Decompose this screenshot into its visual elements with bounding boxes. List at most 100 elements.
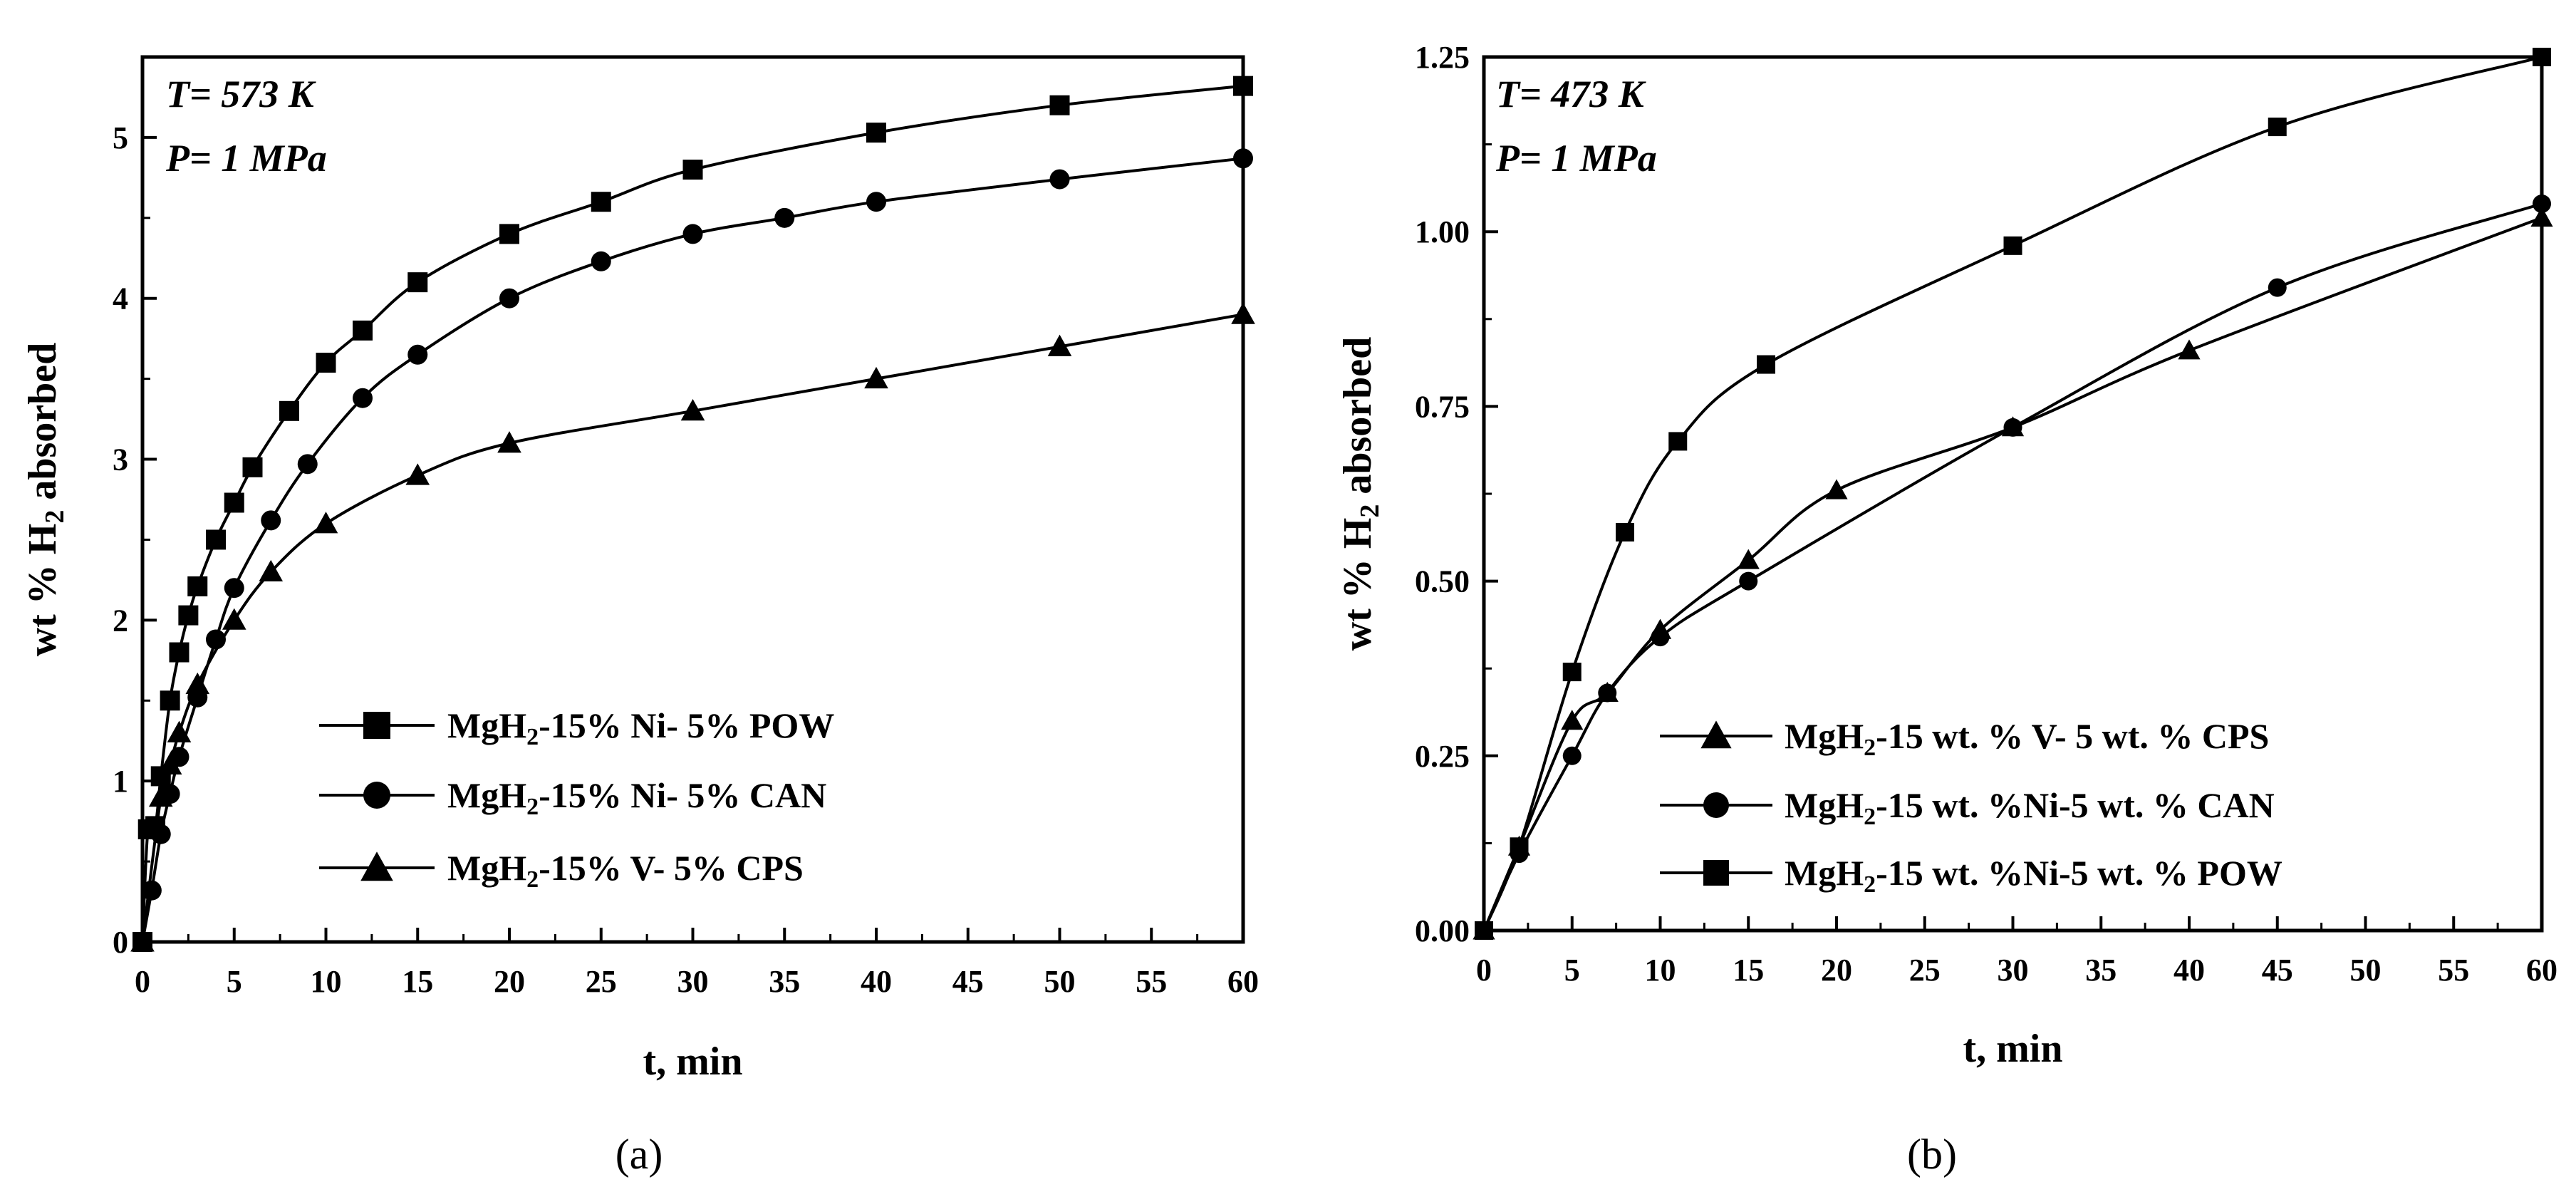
x-tick-label: 60 [2526,953,2557,988]
y-tick-label: 1 [113,764,128,799]
data-point-circle [499,288,519,309]
legend-label-suffix: -15% Ni- 5% CAN [539,775,826,815]
x-tick-label: 45 [952,964,984,999]
data-point-circle [591,251,611,271]
legend-label: MgH2-15 wt. %Ni-5 wt. % CAN [1785,785,2275,830]
data-point-square [169,642,189,663]
x-tick-label: 60 [1227,964,1259,999]
pressure-label: P= 1 MPa [1495,137,1657,180]
data-point-circle [206,629,226,650]
y-tick-label: 2 [113,603,128,638]
data-point-circle [2533,194,2551,213]
x-tick-label: 0 [1476,953,1492,988]
x-tick-label: 0 [135,964,150,999]
legend-label-subscript: 2 [1864,871,1876,898]
series-line [141,313,1244,943]
x-tick-label: 5 [1564,953,1580,988]
x-tick-label: 40 [2174,953,2205,988]
y-axis-title-subscript: 2 [40,510,70,524]
data-point-square [206,529,226,550]
x-tick-label: 30 [677,964,709,999]
x-tick-label: 15 [402,964,433,999]
data-point-square [178,605,199,626]
data-point-circle [1739,571,1758,591]
legend-label-subscript: 2 [1864,804,1876,830]
data-point-circle [682,224,703,244]
legend-entry: MgH2-15 wt. %Ni-5 wt. % POW [1660,853,2282,898]
data-point-triangle [185,672,210,695]
data-point-square [1562,663,1582,682]
data-point-circle [774,207,795,228]
x-tick-label: 55 [2438,953,2469,988]
y-tick-label: 0 [113,925,128,960]
legend-entry: MgH2-15% V- 5% CPS [319,848,804,893]
series-line [141,84,1244,943]
series-square [1475,48,2551,940]
legend-label: MgH2-15% Ni- 5% CAN [447,775,826,820]
data-point-square [279,400,299,421]
data-point-circle [141,880,162,901]
x-tick-label: 10 [1645,953,1676,988]
data-point-triangle [1825,479,1848,499]
legend-label: MgH2-15% Ni- 5% POW [447,705,834,750]
data-point-circle [2268,278,2287,297]
x-tick-label: 50 [1044,964,1076,999]
legend-label-text: MgH [447,775,526,815]
y-axis-title-suffix: absorbed [1336,337,1380,504]
legend-label: MgH2-15% V- 5% CPS [447,848,804,893]
data-point-triangle [148,784,173,807]
y-axis-title-text: wt % H [21,524,65,657]
x-tick-label: 10 [311,964,342,999]
data-point-triangle [2530,206,2553,227]
legend-label-suffix: -15% V- 5% CPS [539,848,804,888]
data-point-circle [353,388,373,408]
y-axis-title: wt % H2 absorbed [21,343,70,657]
legend-label-suffix: -15% Ni- 5% POW [539,705,834,745]
legend-label-text: MgH [1785,853,1864,893]
y-tick-label: 0.50 [1415,564,1470,599]
x-tick-label: 5 [227,964,242,999]
data-point-square [2003,236,2022,255]
data-point-square [1233,76,1253,96]
x-tick-label: 20 [1821,953,1852,988]
data-point-circle [1651,628,1670,647]
x-tick-label: 35 [2085,953,2117,988]
data-point-square [1668,432,1688,451]
y-tick-label: 4 [113,281,128,316]
legend-label-text: MgH [447,848,526,888]
data-point-square [316,353,336,373]
y-axis-title: wt % H2 absorbed [1336,337,1385,651]
x-axis-title: t, min [1963,1027,2063,1071]
data-point-triangle [1737,549,1760,569]
x-tick-label: 55 [1136,964,1167,999]
data-point-triangle [259,559,284,582]
x-axis-title: t, min [643,1040,743,1084]
legend-label-subscript: 2 [1864,735,1876,761]
data-point-square [1616,522,1634,542]
legend-label-suffix: -15 wt. %Ni-5 wt. % POW [1876,853,2282,893]
data-point-square [866,123,886,143]
data-point-triangle [2178,339,2201,360]
data-point-triangle [680,399,705,421]
y-tick-label: 1.00 [1415,214,1470,249]
chart-panel-b: 0 5 10 15 20 25 30 35 40 45 50 55 60 0.00 0.25 0.50 0.75… [1336,40,2557,1178]
legend-label-subscript: 2 [526,866,539,893]
legend-label-text: MgH [1785,785,1864,825]
data-point-circle [1598,683,1617,703]
legend-label-text: MgH [447,705,526,745]
panel-caption: (a) [616,1131,663,1178]
temperature-label: T= 573 K [166,73,317,115]
data-point-circle [866,192,886,212]
data-point-circle [1049,169,1070,190]
data-point-square [499,224,519,244]
legend-label-subscript: 2 [526,724,539,750]
data-point-circle [1562,746,1582,765]
data-point-circle [1233,148,1253,169]
data-point-triangle [864,366,888,389]
x-tick-label: 15 [1733,953,1764,988]
data-point-triangle [167,720,192,742]
x-tick-label: 35 [769,964,800,999]
legend-marker-square [1703,860,1729,886]
